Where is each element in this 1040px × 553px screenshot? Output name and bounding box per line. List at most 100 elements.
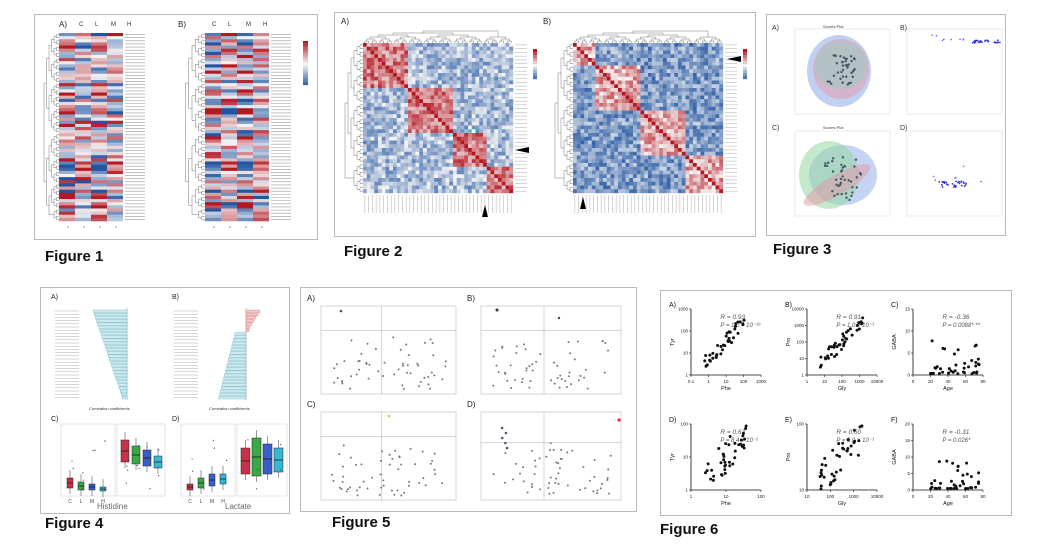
correlation-cell (584, 95, 589, 100)
correlation-cell (719, 159, 724, 164)
correlation-cell (468, 129, 472, 134)
dendrogram-branch (53, 61, 57, 68)
correlation-cell (618, 178, 622, 182)
correlation-cell (374, 106, 379, 111)
heatmap-cell (221, 67, 237, 71)
correlation-cell (449, 114, 454, 119)
correlation-cell (378, 65, 382, 70)
correlation-cell (588, 99, 592, 104)
heatmap-cell (221, 145, 237, 150)
correlation-cell (393, 76, 397, 81)
correlation-cell (468, 118, 472, 122)
correlation-cell (498, 103, 502, 107)
correlation-cell (456, 140, 461, 145)
heatmap-cell (221, 39, 237, 43)
correlation-cell (674, 185, 679, 190)
correlation-cell (366, 178, 371, 182)
correlation-cell (655, 178, 660, 182)
x-tick-label: 10 (723, 379, 729, 384)
correlation-cell (576, 103, 581, 107)
correlation-cell (486, 129, 491, 134)
heatmap-cell (75, 108, 91, 112)
correlation-cell (610, 155, 615, 160)
correlation-cell (426, 163, 431, 167)
heatmap-cell (205, 120, 221, 125)
figure-4-panel: A) B) C) D) Correlation coefficients Cor… (40, 287, 290, 514)
heatmap-cell (59, 48, 75, 53)
dendrogram-branch (627, 40, 632, 43)
fig2-panel-b-label: B) (543, 17, 551, 26)
correlation-cell (396, 46, 401, 51)
dendrogram-branch (195, 64, 199, 78)
correlation-cell (419, 121, 424, 126)
correlation-cell (629, 133, 634, 137)
correlation-cell (490, 185, 495, 190)
correlation-cell (621, 163, 626, 167)
correlation-cell (415, 174, 420, 179)
correlation-cell (498, 80, 502, 85)
heatmap-cell (59, 158, 75, 162)
correlation-cell (411, 80, 416, 85)
correlation-cell (445, 58, 450, 62)
correlation-cell (711, 110, 716, 115)
correlation-cell (719, 88, 724, 92)
correlation-cell (584, 163, 589, 167)
correlation-cell (614, 110, 619, 115)
correlation-cell (648, 95, 652, 100)
correlation-cell (591, 65, 596, 70)
correlation-cell (449, 159, 454, 164)
correlation-cell (374, 166, 379, 171)
correlation-cell (610, 170, 615, 175)
dendrogram-branch (46, 57, 49, 109)
correlation-cell (460, 189, 465, 194)
volcano-point (524, 348, 527, 351)
correlation-cell (460, 166, 465, 171)
correlation-cell (603, 106, 607, 111)
correlation-cell (475, 189, 480, 194)
correlation-cell (490, 110, 495, 115)
correlation-bar (233, 338, 247, 342)
correlation-cell (674, 133, 679, 137)
correlation-cell (621, 95, 626, 100)
heatmap-cell (75, 105, 91, 109)
correlation-cell (651, 76, 656, 81)
dendrogram-branch (359, 44, 363, 49)
correlation-cell (479, 170, 484, 175)
volcano-point (530, 449, 533, 452)
volcano-point (522, 480, 525, 483)
arrowhead-marker (482, 205, 488, 217)
dendrogram-branch (392, 32, 454, 35)
correlation-cell (426, 61, 431, 66)
fig1-heatmap-b (185, 33, 308, 228)
dendrogram-branch (195, 39, 199, 52)
correlation-cell (689, 54, 694, 59)
heatmap-cell (237, 117, 253, 122)
correlation-cell (621, 46, 626, 51)
heatmap-cell (253, 42, 269, 46)
correlation-cell (509, 144, 514, 149)
correlation-cell (584, 189, 589, 194)
correlation-cell (471, 118, 476, 122)
correlation-cell (370, 91, 375, 96)
correlation-cell (636, 69, 641, 74)
dendrogram-branch (359, 142, 363, 147)
correlation-cell (591, 133, 596, 137)
correlation-cell (490, 95, 495, 100)
correlation-cell (449, 106, 454, 111)
correlation-cell (599, 170, 604, 175)
correlation-cell (381, 166, 386, 171)
correlation-cell (505, 61, 510, 66)
dendrogram-branch (195, 189, 199, 203)
heatmap-cell (221, 142, 237, 147)
correlation-cell (363, 163, 367, 167)
fig4-panel-b-label: B) (172, 294, 179, 301)
correlation-cell (693, 170, 697, 175)
score-point (853, 165, 856, 168)
correlation-cell (479, 159, 484, 164)
loading-point (973, 40, 975, 43)
correlation-cell (644, 178, 649, 182)
correlation-cell (370, 174, 375, 179)
volcano-point (393, 373, 396, 376)
correlation-cell (423, 106, 427, 111)
correlation-cell (393, 148, 397, 152)
